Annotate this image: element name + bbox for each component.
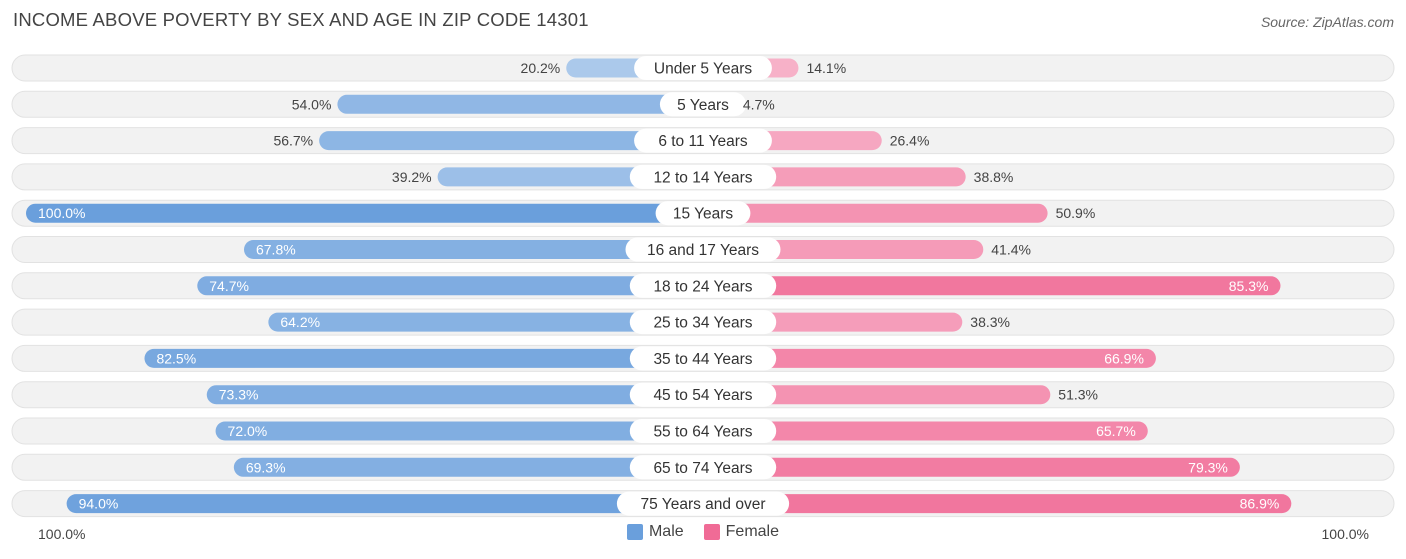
bar-male: [215, 421, 703, 441]
category-label: 55 to 64 Years: [653, 424, 752, 441]
value-label-male: 82.5%: [156, 350, 196, 366]
source-label: Source: ZipAtlas.com: [1260, 14, 1394, 30]
value-label-male: 67.8%: [256, 242, 296, 258]
category-label: 16 and 17 Years: [647, 242, 759, 259]
value-label-female: 4.7%: [743, 96, 775, 112]
value-label-female: 65.7%: [1096, 423, 1136, 439]
value-label-female: 50.9%: [1056, 205, 1096, 221]
category-label: 45 to 54 Years: [653, 387, 752, 404]
legend-swatch-male: [626, 524, 643, 540]
chart-row: 55 to 64 Years 72.0% 65.7%: [11, 417, 1395, 445]
value-label-male: 72.0%: [228, 423, 268, 439]
chart-row: 35 to 44 Years 82.5% 66.9%: [11, 344, 1395, 372]
value-label-male: 100.0%: [38, 205, 85, 221]
chart-row: 65 to 74 Years 69.3% 79.3%: [11, 453, 1395, 481]
value-label-female: 26.4%: [890, 133, 930, 149]
bar-male: [233, 457, 704, 477]
value-label-female: 14.1%: [806, 60, 846, 76]
legend-label-female: Female: [725, 523, 780, 540]
category-label: 65 to 74 Years: [653, 460, 752, 477]
legend: Male Female: [0, 523, 1406, 541]
chart-row: 5 Years 54.0% 4.7%: [11, 90, 1395, 118]
category-label-bg: [629, 310, 777, 335]
category-label: 18 to 24 Years: [653, 278, 752, 295]
value-label-female: 66.9%: [1104, 350, 1144, 366]
category-label: Under 5 Years: [654, 61, 752, 78]
bar-male: [206, 385, 703, 405]
chart-row: 18 to 24 Years 74.7% 85.3%: [11, 272, 1395, 300]
legend-item-female: Female: [703, 523, 780, 541]
value-label-male: 73.3%: [219, 387, 259, 403]
category-label-bg: [629, 346, 777, 371]
category-label-bg: [659, 92, 747, 117]
bar-female: [703, 385, 1051, 405]
bar-female: [703, 276, 1281, 296]
category-label: 15 Years: [673, 206, 734, 223]
chart-row: 25 to 34 Years 64.2% 38.3%: [11, 308, 1395, 336]
chart-row: 16 and 17 Years 67.8% 41.4%: [11, 236, 1395, 263]
chart-row: 15 Years 100.0% 50.9%: [11, 199, 1395, 227]
value-label-female: 38.8%: [974, 169, 1014, 185]
category-label-bg: [634, 128, 772, 153]
chart-row: 6 to 11 Years 56.7% 26.4%: [11, 127, 1395, 155]
bar-male: [66, 494, 704, 514]
value-label-male: 54.0%: [292, 96, 332, 112]
value-label-female: 86.9%: [1240, 496, 1280, 512]
bar-male: [26, 203, 703, 223]
value-label-male: 69.3%: [246, 459, 286, 475]
value-label-male: 74.7%: [209, 278, 249, 294]
chart-row: Under 5 Years 20.2% 14.1%: [11, 54, 1395, 82]
category-label: 35 to 44 Years: [653, 351, 752, 368]
value-label-female: 79.3%: [1188, 459, 1228, 475]
category-label: 6 to 11 Years: [658, 133, 748, 150]
category-label-bg: [629, 164, 777, 189]
category-label-bg: [625, 237, 781, 262]
legend-item-male: Male: [626, 523, 684, 541]
axis-left-label: 100.0%: [38, 526, 86, 542]
category-label: 5 Years: [677, 97, 729, 114]
chart-row: 45 to 54 Years 73.3% 51.3%: [11, 381, 1395, 409]
category-label-bg: [629, 419, 777, 443]
bar-male: [144, 348, 704, 368]
value-label-male: 56.7%: [273, 133, 313, 149]
category-label: 12 to 14 Years: [653, 169, 752, 186]
category-label-bg: [655, 201, 751, 226]
category-label: 75 Years and over: [641, 496, 766, 513]
chart-row: 12 to 14 Years 39.2% 38.8%: [11, 163, 1395, 191]
bar-female: [703, 348, 1156, 368]
category-label-bg: [629, 455, 777, 480]
bar-female: [703, 457, 1240, 477]
bar-male: [337, 94, 703, 114]
bar-male: [197, 276, 703, 296]
category-label-bg: [634, 56, 772, 80]
chart-row: 75 Years and over 94.0% 86.9%: [11, 490, 1395, 518]
category-label-bg: [616, 491, 790, 516]
bar-female: [703, 203, 1048, 223]
value-label-female: 85.3%: [1229, 278, 1269, 294]
value-label-female: 51.3%: [1058, 387, 1098, 403]
category-label-bg: [629, 382, 777, 407]
bar-female: [703, 494, 1292, 514]
bar-male: [268, 312, 703, 332]
value-label-female: 41.4%: [991, 242, 1031, 258]
value-label-male: 39.2%: [392, 169, 432, 185]
value-label-male: 20.2%: [521, 60, 561, 76]
legend-swatch-female: [703, 524, 720, 540]
bar-male: [243, 240, 703, 259]
value-label-female: 38.3%: [970, 314, 1010, 330]
diverging-bar-chart: Under 5 Years 20.2% 14.1% 5 Years 54.0% 4.7% 6…: [11, 54, 1395, 518]
category-label: 25 to 34 Years: [653, 315, 752, 332]
category-label-bg: [629, 273, 777, 298]
bar-male: [319, 131, 703, 151]
legend-label-male: Male: [648, 523, 684, 540]
axis-right-label: 100.0%: [1321, 526, 1369, 542]
bar-female: [703, 421, 1148, 441]
chart-title: INCOME ABOVE POVERTY BY SEX AND AGE IN Z…: [13, 9, 589, 30]
value-label-male: 64.2%: [280, 314, 320, 330]
value-label-male: 94.0%: [79, 496, 119, 512]
